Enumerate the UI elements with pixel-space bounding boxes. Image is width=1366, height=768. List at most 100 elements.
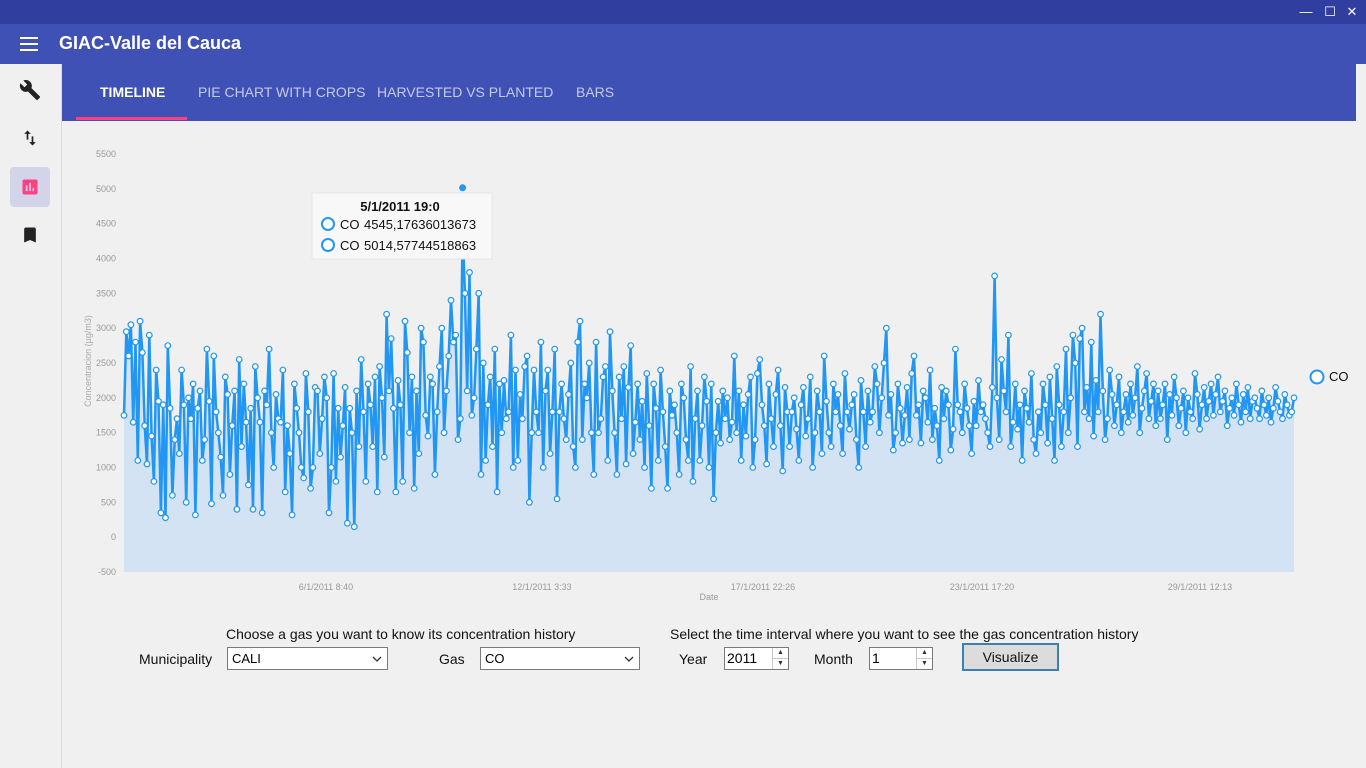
month-stepper-controls[interactable]: ▲ ▼ xyxy=(916,648,932,669)
year-stepper-controls[interactable]: ▲ ▼ xyxy=(772,648,788,669)
data-point xyxy=(194,404,202,412)
tab-harvested-vs-planted[interactable]: HARVESTED VS PLANTED xyxy=(377,84,554,100)
data-point xyxy=(1074,443,1081,451)
municipality-select[interactable]: CALI xyxy=(227,647,388,670)
year-stepper[interactable]: 2011 ▲ ▼ xyxy=(724,647,789,670)
sidebar-item-transfer[interactable] xyxy=(10,118,50,158)
data-point xyxy=(889,446,897,454)
sidebar-item-bookmarks[interactable] xyxy=(10,215,50,255)
data-point xyxy=(528,429,536,437)
month-stepper[interactable]: 1 ▲ ▼ xyxy=(869,647,933,670)
data-point xyxy=(120,411,128,419)
data-point xyxy=(945,401,952,409)
data-point xyxy=(597,415,605,423)
data-point xyxy=(530,366,538,374)
data-point xyxy=(956,408,964,416)
data-point xyxy=(652,404,660,412)
data-point xyxy=(221,373,229,381)
minimize-button[interactable]: — xyxy=(1299,4,1313,19)
x-tick-label: 6/1/2011 8:40 xyxy=(299,582,353,592)
data-point xyxy=(461,289,469,297)
data-point xyxy=(134,457,142,464)
data-point xyxy=(1235,401,1243,409)
data-point xyxy=(403,349,411,356)
data-point xyxy=(500,377,508,384)
data-point xyxy=(622,460,630,468)
tab-timeline[interactable]: TIMELINE xyxy=(100,84,166,100)
vertical-scrollbar[interactable] xyxy=(1358,64,1366,768)
data-point xyxy=(1064,429,1072,437)
data-point xyxy=(1230,411,1238,419)
data-point xyxy=(620,363,628,370)
data-point xyxy=(424,432,432,440)
data-point xyxy=(719,387,727,395)
sidebar-item-tools[interactable] xyxy=(10,70,50,110)
visualize-button[interactable]: Visualize xyxy=(962,643,1059,671)
data-point xyxy=(1265,394,1273,402)
data-point xyxy=(588,429,595,437)
data-point xyxy=(1037,429,1045,437)
data-point xyxy=(1113,401,1121,409)
data-point xyxy=(406,429,414,437)
data-point xyxy=(1258,387,1266,395)
data-point xyxy=(410,485,418,492)
data-point xyxy=(132,338,139,346)
data-point xyxy=(1090,432,1097,440)
close-button[interactable]: ✕ xyxy=(1346,4,1358,19)
data-point xyxy=(724,394,731,402)
y-tick-label: 0 xyxy=(111,532,116,542)
data-point xyxy=(949,425,957,433)
data-point xyxy=(972,422,980,430)
data-point xyxy=(1221,387,1229,395)
data-point xyxy=(737,457,745,464)
data-point xyxy=(452,331,460,339)
data-point xyxy=(258,509,266,517)
data-point xyxy=(569,443,577,451)
data-point xyxy=(394,377,402,384)
data-point xyxy=(988,384,996,391)
sidebar-item-charts[interactable] xyxy=(10,167,50,207)
data-point xyxy=(475,289,483,297)
data-point xyxy=(542,387,549,395)
y-tick-label: 3000 xyxy=(96,323,116,333)
data-point xyxy=(793,425,800,433)
data-point xyxy=(1242,408,1249,416)
data-point xyxy=(809,464,816,471)
spin-down-icon[interactable]: ▼ xyxy=(777,660,784,667)
data-point xyxy=(551,345,559,353)
data-point xyxy=(219,492,227,499)
data-point xyxy=(885,411,892,419)
spin-up-icon[interactable]: ▲ xyxy=(773,648,788,659)
chevron-down-icon xyxy=(624,656,634,662)
legend-entry-co: CO xyxy=(1329,369,1349,384)
tab-bars[interactable]: BARS xyxy=(576,84,615,100)
data-point xyxy=(834,391,842,398)
spin-up-icon[interactable]: ▲ xyxy=(917,648,932,659)
data-point xyxy=(447,296,455,304)
maximize-button[interactable]: ☐ xyxy=(1324,4,1336,19)
data-point xyxy=(604,457,612,464)
data-point xyxy=(650,380,658,388)
data-point xyxy=(185,394,192,402)
data-point xyxy=(1283,401,1291,409)
data-point xyxy=(244,481,252,489)
data-point xyxy=(1005,331,1012,339)
y-tick-label: 4500 xyxy=(96,219,116,229)
data-point xyxy=(357,356,365,363)
gas-select[interactable]: CO xyxy=(480,647,640,670)
data-point xyxy=(733,429,740,437)
tab-pie-chart-with-crops[interactable]: PIE CHART WITH CROPS xyxy=(198,84,366,100)
data-point xyxy=(915,401,922,409)
data-point xyxy=(1140,387,1148,395)
data-point xyxy=(470,394,478,402)
data-point xyxy=(657,366,664,374)
data-point xyxy=(330,370,338,377)
data-point xyxy=(678,380,685,388)
data-point xyxy=(1103,415,1111,423)
data-point xyxy=(1092,377,1100,384)
hamburger-menu-icon[interactable] xyxy=(20,37,38,51)
data-point xyxy=(1288,408,1296,416)
spin-down-icon[interactable]: ▼ xyxy=(921,660,928,667)
data-point xyxy=(855,464,863,471)
data-point xyxy=(675,471,683,478)
